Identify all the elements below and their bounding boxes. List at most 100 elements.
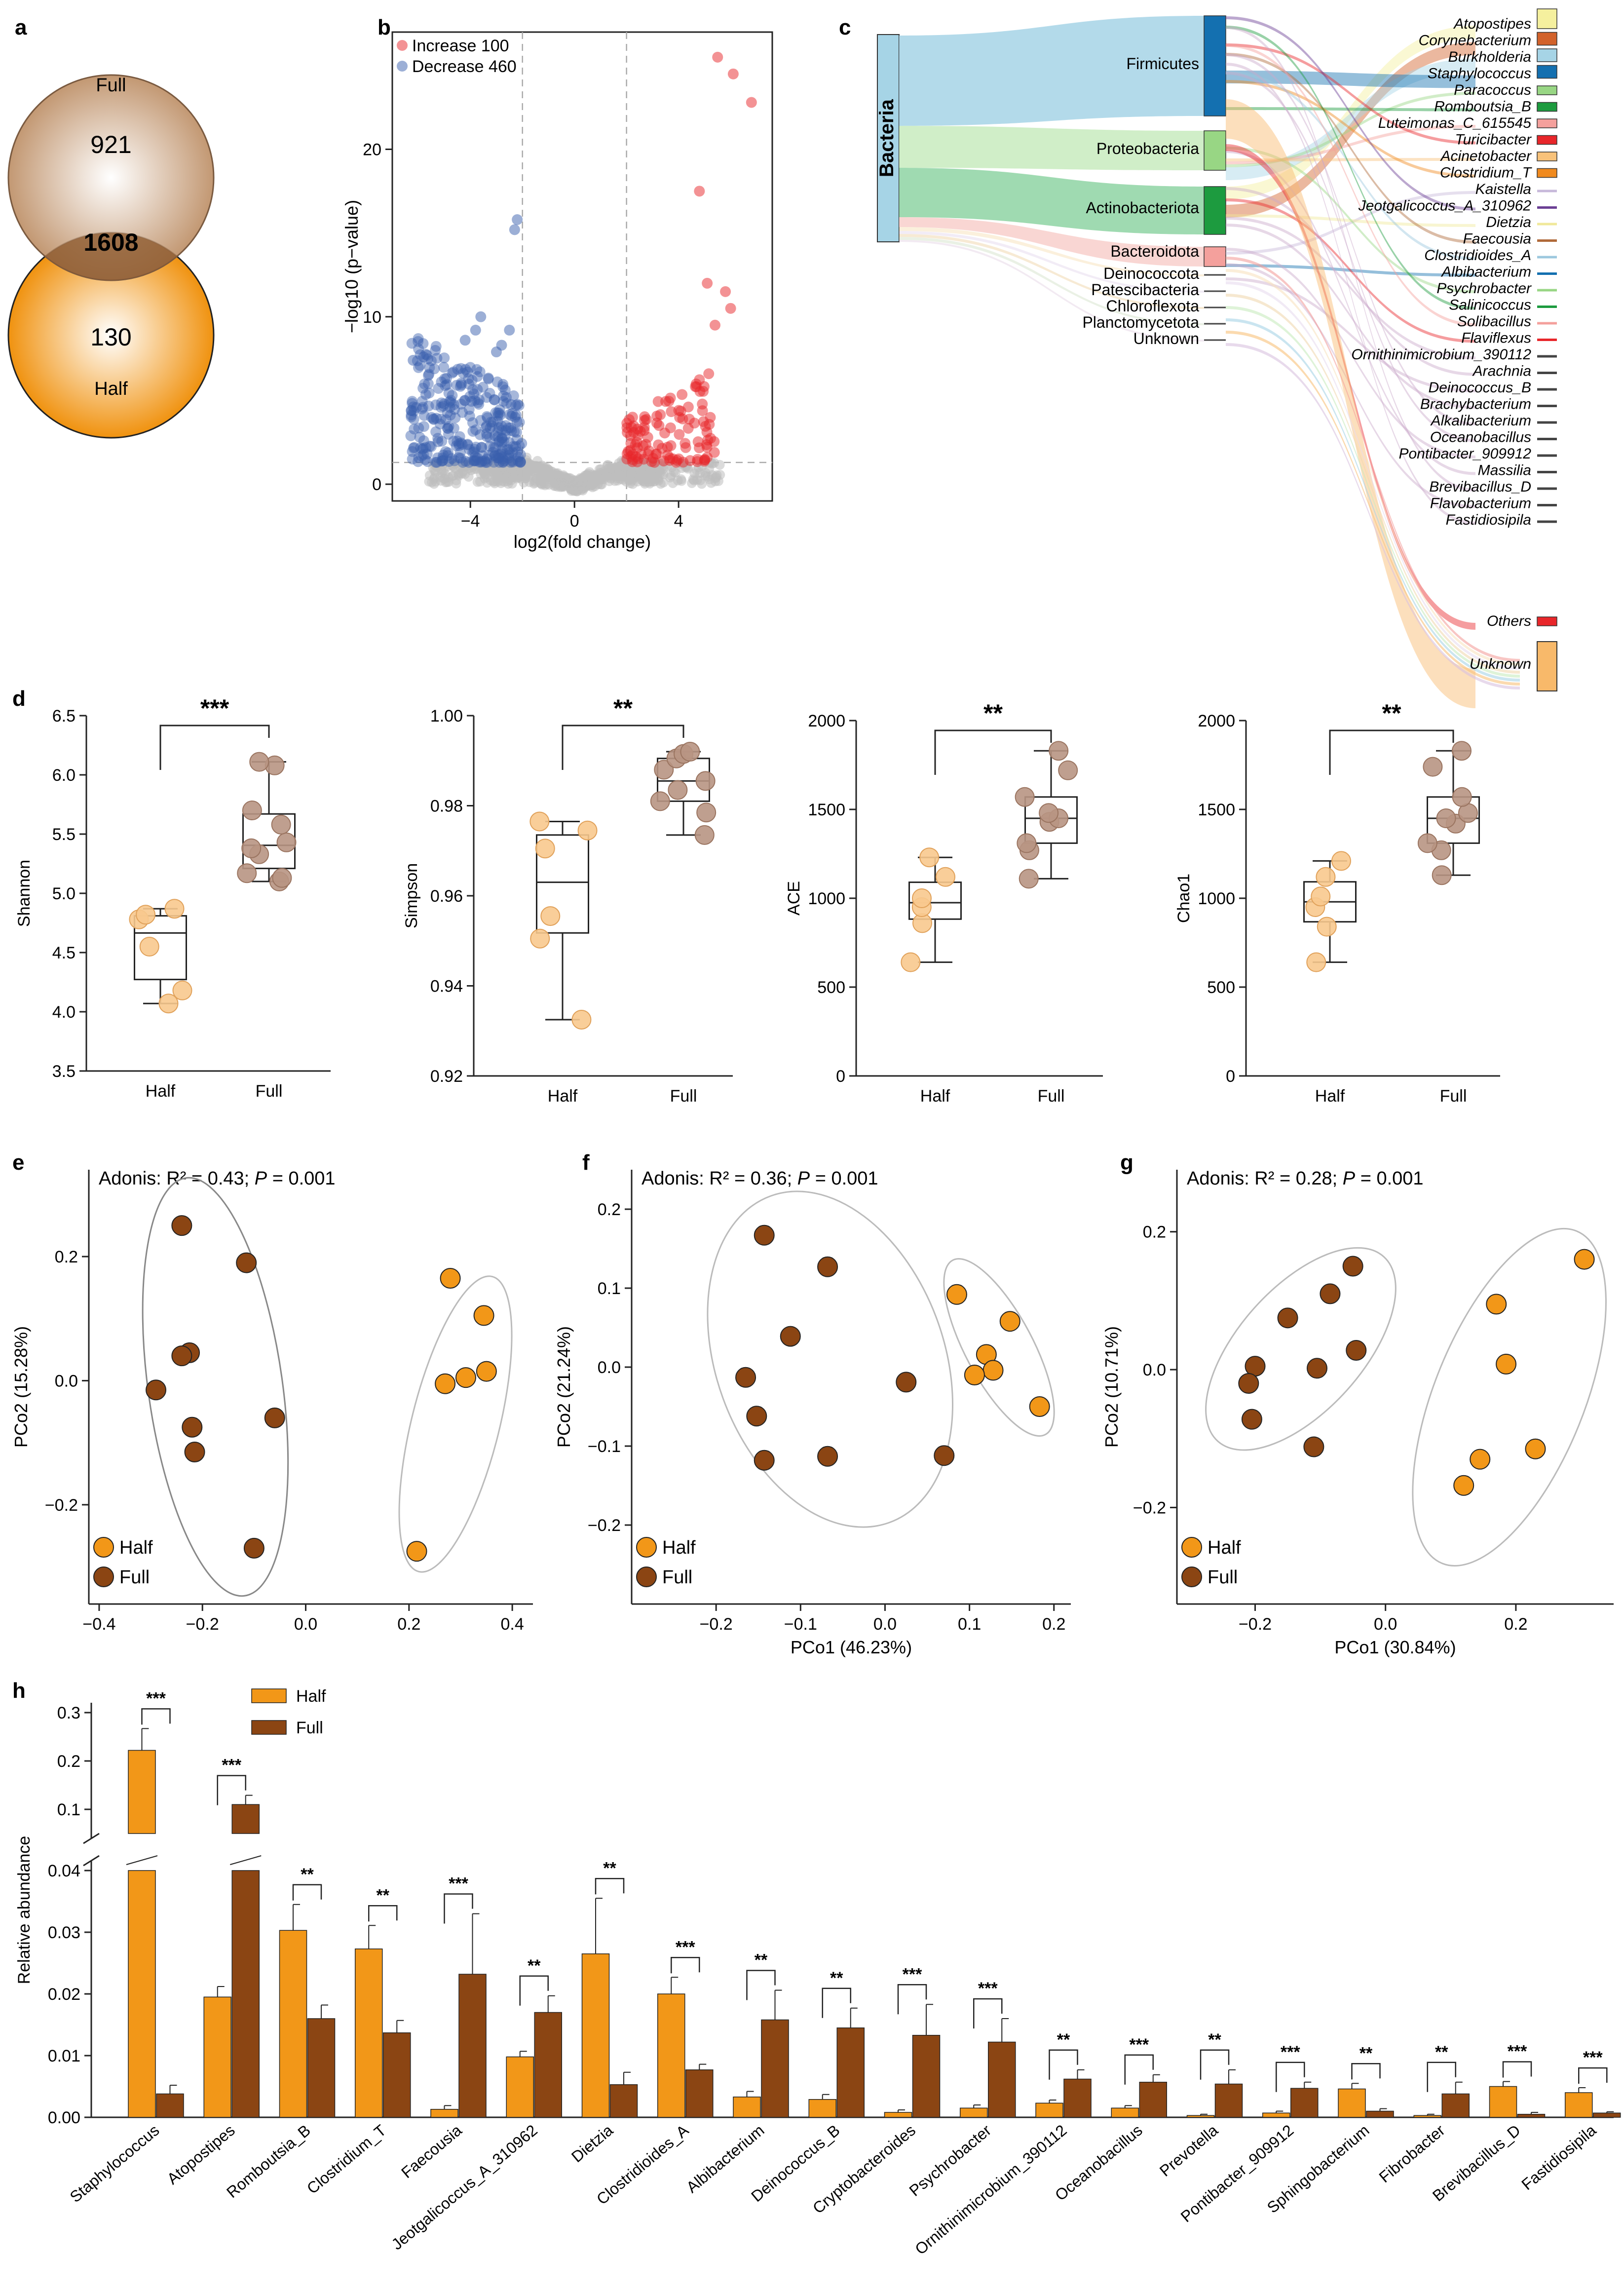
significance-label: ** xyxy=(1435,2043,1448,2062)
volcano-point-decrease xyxy=(511,434,523,445)
legend-marker-increase xyxy=(397,40,408,51)
volcano-point-decrease xyxy=(407,398,418,409)
legend-label-full: Full xyxy=(1208,1567,1238,1588)
significance-label: *** xyxy=(222,1756,241,1775)
bar-half xyxy=(128,1870,156,2118)
volcano-point-decrease xyxy=(445,397,456,408)
volcano-point-decrease xyxy=(430,341,442,352)
volcano-point-decrease xyxy=(440,380,451,391)
volcano-point-decrease xyxy=(468,446,480,458)
volcano-point-decrease xyxy=(437,455,448,466)
volcano-point-ns xyxy=(558,479,568,489)
point-half xyxy=(1525,1438,1546,1459)
volcano-point-increase xyxy=(666,406,677,418)
volcano-point-decrease xyxy=(484,387,495,399)
category-label: Ornithinimicrobium_390112 xyxy=(911,2121,1070,2258)
y-axis-label: Chao1 xyxy=(1174,874,1193,923)
significance-label: *** xyxy=(146,1689,166,1708)
genus-label-clostridioides_a: Clostridioides_A xyxy=(1424,247,1531,264)
volcano-point-decrease xyxy=(492,426,503,437)
point-full xyxy=(182,1416,203,1438)
y-tick-label: 0.02 xyxy=(48,1985,80,2004)
data-point-half xyxy=(571,1009,592,1030)
volcano-point-decrease xyxy=(512,446,523,458)
volcano-point-decrease xyxy=(496,424,507,436)
volcano-point-decrease xyxy=(419,379,430,390)
volcano-point-decrease xyxy=(463,373,474,384)
genus-label-dietzia: Dietzia xyxy=(1486,214,1531,230)
volcano-point-decrease xyxy=(429,363,440,375)
volcano-point-decrease xyxy=(491,346,502,358)
volcano-point-decrease xyxy=(443,387,454,399)
volcano-point-decrease xyxy=(440,446,451,458)
genus-node-staphylococcus xyxy=(1537,65,1557,79)
y-tick-label: 0 xyxy=(1226,1067,1235,1086)
volcano-point-decrease xyxy=(417,443,429,454)
volcano-point-decrease xyxy=(509,224,520,235)
boxplot-shannon: 3.5 4.0 4.5 5.0 5.5 6.0 6.5 Shannon Half Full *** xyxy=(15,694,331,1101)
sankey-flow-root-unknown xyxy=(899,240,1204,342)
bar-full xyxy=(836,2027,865,2118)
point-full xyxy=(817,1446,838,1467)
significance-label: ** xyxy=(528,1956,541,1975)
volcano-point-decrease xyxy=(414,431,425,443)
bar-full xyxy=(609,2084,638,2118)
volcano-point-decrease xyxy=(418,449,429,460)
volcano-point-decrease xyxy=(504,437,515,448)
data-point-full xyxy=(654,760,674,780)
significance-bracket xyxy=(1124,2054,1154,2085)
data-point-full xyxy=(668,780,688,800)
volcano-point-decrease xyxy=(497,381,509,392)
volcano-point-decrease xyxy=(433,382,444,394)
significance-label: *** xyxy=(676,1938,695,1956)
phylum-label-chloroflexota: Chloroflexota xyxy=(1106,297,1199,315)
volcano-point-decrease xyxy=(477,450,489,461)
point-half xyxy=(455,1367,476,1388)
category-label: Dietzia xyxy=(568,2121,616,2166)
bar-half xyxy=(203,1996,231,2118)
y-axis-label: ACE xyxy=(785,881,803,916)
volcano-point-decrease xyxy=(436,435,448,447)
volcano-point-decrease xyxy=(420,442,431,453)
volcano-point-decrease xyxy=(444,396,455,407)
volcano-point-decrease xyxy=(460,456,471,467)
volcano-point-decrease xyxy=(416,451,427,462)
volcano-point-increase xyxy=(697,398,708,410)
point-half xyxy=(1496,1353,1517,1375)
root-node xyxy=(877,34,900,242)
bar-half xyxy=(733,2097,761,2118)
volcano-point-ns xyxy=(677,476,687,486)
sankey-flow-dietzia xyxy=(1226,214,1475,227)
volcano-point-decrease xyxy=(453,440,465,451)
data-point-half xyxy=(911,888,932,908)
volcano-point-decrease xyxy=(490,407,501,419)
volcano-point-decrease xyxy=(481,428,492,439)
category-label: Clostridium_T xyxy=(303,2121,389,2197)
pcoa-f: −0.2 −0.1 0.0 0.1 0.2 −0.2 −0.1 0.0 0.1 0.2 PCo1 (… xyxy=(554,1168,1071,1657)
sankey-flow-burkholderia xyxy=(1226,59,1475,180)
data-point-half xyxy=(529,811,550,832)
volcano-point-decrease xyxy=(445,410,456,421)
volcano-point-decrease xyxy=(483,373,494,384)
sankey-flow-luteimonas_c_615545 xyxy=(1226,125,1475,164)
volcano-point-decrease xyxy=(455,398,467,410)
volcano-point-decrease xyxy=(508,441,519,452)
y-tick-label: 0 xyxy=(372,475,381,494)
volcano-point-decrease xyxy=(436,456,448,467)
volcano-point-decrease xyxy=(405,430,416,441)
volcano-point-decrease xyxy=(488,417,499,428)
volcano-point-decrease xyxy=(490,442,501,453)
volcano-point-decrease xyxy=(463,404,475,415)
volcano-point-decrease xyxy=(451,440,462,452)
genus-node-burkholderia xyxy=(1537,48,1557,62)
venn-count-intersection: 1608 xyxy=(83,229,138,256)
significance-label: ** xyxy=(1360,2044,1373,2063)
volcano-point-decrease xyxy=(493,422,505,433)
volcano-point-decrease xyxy=(455,379,467,390)
data-point-full xyxy=(241,838,262,858)
volcano-point-increase xyxy=(639,411,650,422)
volcano-point-decrease xyxy=(418,410,430,421)
x-tick-label: 0 xyxy=(570,512,579,531)
axis-break-mark xyxy=(83,1855,100,1867)
volcano-point-decrease xyxy=(515,457,526,468)
